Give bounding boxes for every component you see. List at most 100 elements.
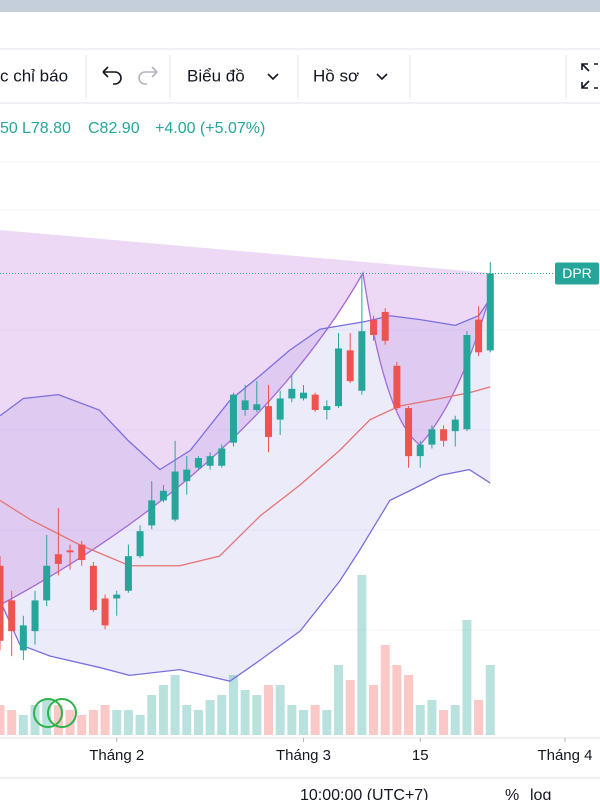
candle-body [194,458,202,468]
band-line [0,386,491,567]
volume-bar [158,685,168,735]
volume-bar [182,705,192,735]
volume-bar [18,715,28,735]
price-label-bg [555,262,599,285]
volume-bar [240,690,250,735]
volume-bar [88,710,98,735]
volume-bar [287,705,297,735]
volume-bar [193,710,203,735]
candle-body [171,471,179,520]
volume-bar [380,645,390,735]
volume-bar [205,700,215,735]
volume-bar [53,705,63,735]
candle-body [54,554,62,564]
candle-body [405,408,413,457]
candle-body [393,365,401,409]
candle-body [241,400,249,410]
undo-icon[interactable] [102,66,122,85]
top-strip [0,0,600,12]
volume-bar [0,705,5,735]
candle-body [43,565,51,601]
fullscreen-icon[interactable] [581,63,598,89]
volume-bar [228,675,238,735]
log-toggle[interactable]: log [530,787,551,800]
candle-body [206,456,214,466]
volume-bar [7,710,17,735]
volume-bar [170,675,180,735]
volume-bar [147,695,157,735]
x-tick-label: Tháng 3 [276,747,331,764]
ohlc-legend: 50 L78.80 C82.90 +4.00 (+5.07%) [0,120,265,137]
volume-bar [252,695,262,735]
legend-value: +4.00 (+5.07%) [155,120,265,137]
candle-body [276,398,284,420]
chart-menu[interactable]: Biểu đồ [187,66,245,85]
candle-body [78,544,86,560]
band-line [0,298,491,471]
candle-body [288,388,296,399]
pattern-fill [0,230,490,605]
volume-bar [369,685,379,735]
candle-body [218,448,226,466]
volume-bar [392,665,402,735]
candle-body [148,500,156,526]
grid [0,161,600,631]
candle-body [381,311,389,341]
volume-bar [427,700,437,735]
candle-body [300,392,308,399]
candle-body [440,429,448,441]
volume-bar [357,575,367,735]
candle-body [31,600,39,632]
legend-value: L78.80 [22,120,71,137]
volume-bar [450,705,460,735]
candle-body [253,404,261,410]
plot [0,298,495,735]
candle-body [229,394,237,443]
candle-body [486,273,494,351]
candle-body [89,565,97,610]
volume-bar [334,665,344,735]
chevron [376,73,388,81]
candle-body [311,394,319,410]
candle-body [358,331,366,391]
candle-body [183,469,191,482]
candle-body [124,556,132,591]
candle-body [136,531,144,557]
volume-bar [404,675,414,735]
x-tick-label: Tháng 4 [537,747,592,764]
legend-value: 50 [0,120,18,137]
candle-body [66,550,74,553]
candle-body [475,319,483,353]
candle-body [451,419,459,432]
percent-toggle[interactable]: % [505,787,519,800]
candle-body [19,625,27,651]
x-tick-label: Tháng 2 [89,747,144,764]
candle-body [101,598,109,626]
timezone[interactable]: 10:00:00 (UTC+7) [300,787,429,800]
profile-menu[interactable]: Hồ sơ [313,66,359,85]
volume-bar [77,715,87,735]
x-axis: Tháng 2 Tháng 3 15 Tháng 4 [89,738,593,764]
candle-body [335,348,343,407]
legend-value: C82.90 [88,120,140,137]
volume-bar [135,715,145,735]
ff-icon [33,698,77,728]
candle-body [0,565,4,641]
candle-body [323,406,331,410]
indicators-button[interactable]: c chỉ báo [0,66,68,85]
candle-body [463,335,471,430]
volume-bar [439,710,449,735]
volume-bar [275,685,285,735]
volume-bar [299,710,309,735]
candle-body [113,594,121,599]
candle-body [416,444,424,457]
marks: DPR [0,261,599,682]
volume-bar [322,710,332,735]
candle-body [370,319,378,335]
candle-body [8,600,16,632]
volume-bar [217,695,227,735]
volume-bar [310,705,320,735]
redo-icon[interactable] [138,66,158,85]
